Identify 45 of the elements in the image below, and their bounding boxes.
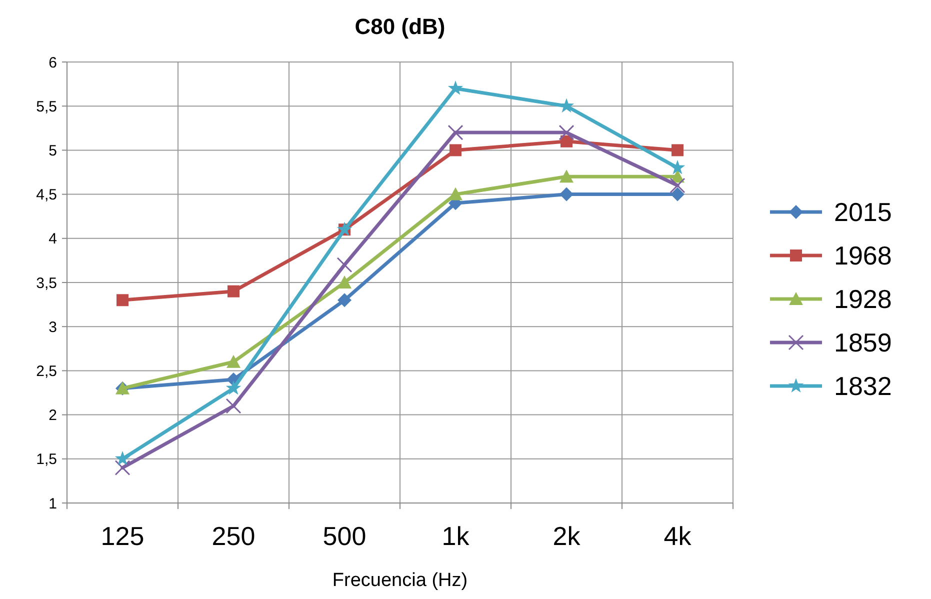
y-tick-label: 5 bbox=[48, 142, 57, 160]
x-tick-label: 1k bbox=[442, 521, 470, 551]
legend-label: 2015 bbox=[834, 197, 892, 228]
point bbox=[114, 460, 130, 476]
point bbox=[338, 293, 352, 308]
y-tick-label: 4 bbox=[48, 230, 57, 248]
x-tick-label: 2k bbox=[552, 521, 582, 551]
x-tick-label: 500 bbox=[322, 521, 366, 551]
x-tick-label: 125 bbox=[100, 521, 144, 551]
point bbox=[226, 398, 242, 414]
legend-label: 1928 bbox=[834, 284, 892, 314]
y-tick-label: 1,5 bbox=[36, 451, 57, 468]
y-tick-label: 1 bbox=[48, 495, 57, 512]
x-tick-label: 4k bbox=[664, 521, 692, 551]
point bbox=[672, 144, 684, 156]
point bbox=[448, 187, 462, 200]
point bbox=[338, 276, 352, 288]
point bbox=[448, 80, 464, 95]
y-tick-label: 2 bbox=[48, 407, 57, 424]
point bbox=[670, 187, 684, 202]
chart-title: C80 (dB) bbox=[354, 14, 446, 39]
legend-label: 1859 bbox=[834, 328, 892, 358]
point bbox=[558, 124, 574, 140]
y-tick-label: 3 bbox=[48, 318, 57, 336]
y-tick-label: 5,5 bbox=[36, 98, 57, 116]
point bbox=[226, 380, 242, 395]
y-tick-label: 2,5 bbox=[36, 362, 57, 380]
legend-label: 1968 bbox=[834, 240, 892, 271]
point bbox=[560, 170, 574, 183]
y-tick-label: 4,5 bbox=[36, 186, 57, 204]
point bbox=[448, 124, 464, 140]
point bbox=[670, 178, 686, 194]
point bbox=[116, 294, 128, 306]
point bbox=[560, 187, 574, 202]
point bbox=[228, 285, 240, 298]
y-tick-label: 3,5 bbox=[36, 274, 57, 292]
x-tick-label: 250 bbox=[212, 521, 256, 551]
point bbox=[114, 450, 130, 466]
legend-label: 1832 bbox=[834, 371, 892, 402]
x-axis-title: Frecuencia (Hz) bbox=[332, 570, 468, 591]
y-tick-label: 6 bbox=[48, 54, 57, 72]
point bbox=[670, 160, 686, 174]
point bbox=[336, 257, 352, 273]
point bbox=[226, 354, 240, 368]
point bbox=[450, 144, 462, 156]
